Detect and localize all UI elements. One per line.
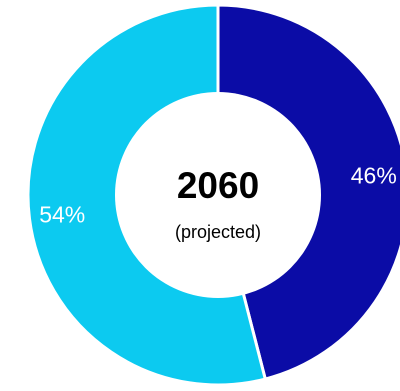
labels-layer: 46% 54% bbox=[39, 162, 397, 227]
slice-value-label-1: 46% bbox=[351, 162, 397, 188]
center-subtitle-label: (projected) bbox=[175, 222, 261, 242]
center-hole bbox=[115, 92, 321, 298]
center-year-label: 2060 bbox=[177, 165, 259, 206]
slice-value-label-2: 54% bbox=[39, 202, 85, 228]
